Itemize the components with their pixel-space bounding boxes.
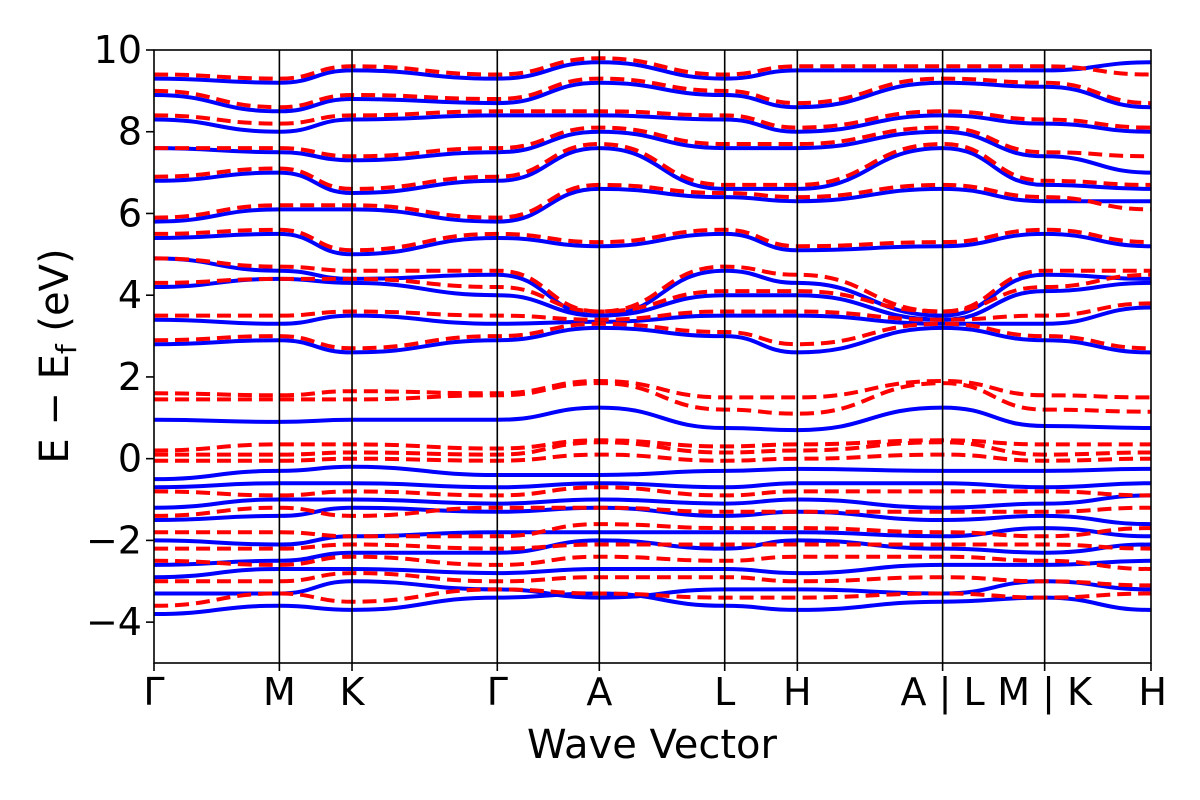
x-tick-label: A <box>586 670 612 714</box>
band-line-solid <box>154 591 1151 616</box>
band-line-dashed <box>154 571 1151 588</box>
band-line-dashed <box>154 182 1151 220</box>
band-line-dashed <box>154 438 1151 453</box>
band-line-dashed <box>154 301 1151 322</box>
y-axis-title: E − Ef (eV) <box>32 248 83 463</box>
y-tick-label: 8 <box>118 110 142 154</box>
band-line-solid <box>154 579 1151 600</box>
band-line-solid <box>154 558 1151 580</box>
band-line-dashed <box>154 321 1151 351</box>
band-line-dashed <box>154 142 1151 191</box>
x-tick-label: Γ <box>487 670 508 714</box>
band-line-dashed <box>154 56 1151 81</box>
band-line-solid <box>154 325 1151 355</box>
y-axis-title-sub: f <box>50 343 83 354</box>
y-tick-label: 10 <box>94 28 142 72</box>
x-tick-label: K <box>340 670 366 714</box>
band-line-dashed <box>154 542 1151 551</box>
band-line-solid <box>154 256 1151 318</box>
x-tick-label: A | L <box>901 670 985 715</box>
band-line-solid <box>154 305 1151 326</box>
band-line-dashed <box>154 587 1151 608</box>
y-tick-label: 2 <box>118 355 142 399</box>
x-tick-label: H <box>1138 670 1167 714</box>
band-line-dashed <box>154 227 1151 253</box>
band-line-dashed <box>154 554 1151 571</box>
band-line-dashed <box>154 452 1151 463</box>
band-line-solid <box>154 186 1151 224</box>
plot-frame <box>153 49 1152 664</box>
band-line-dashed <box>154 440 1151 457</box>
x-tick-label: Γ <box>143 670 164 714</box>
symmetry-lines <box>278 50 1046 663</box>
band-line-dashed <box>154 125 1151 159</box>
x-tick-label: L <box>714 670 735 714</box>
band-line-solid <box>154 276 1151 322</box>
bands-layer <box>154 56 1151 616</box>
y-tick-label: −2 <box>86 518 142 562</box>
band-line-dashed <box>154 485 1151 498</box>
band-line-solid <box>154 464 1151 482</box>
band-line-dashed <box>154 505 1151 518</box>
band-line-solid <box>154 481 1151 490</box>
y-axis-ticks: −4 −2 0 2 4 6 8 10 <box>86 28 154 644</box>
band-line-dashed <box>154 109 1151 130</box>
x-tick-label: M | K <box>997 670 1093 715</box>
band-line-solid <box>154 60 1151 85</box>
y-axis-title-unit: (eV) <box>32 248 78 344</box>
y-tick-label: −4 <box>86 600 142 644</box>
band-line-solid <box>154 80 1151 114</box>
band-line-solid <box>154 493 1151 510</box>
band-line-solid <box>154 146 1151 195</box>
band-line-solid <box>154 113 1151 134</box>
band-line-solid <box>154 405 1151 433</box>
band-line-dashed <box>154 381 1151 416</box>
x-tick-label: H <box>783 670 812 714</box>
band-line-solid <box>154 129 1151 175</box>
band-line-dashed <box>154 76 1151 110</box>
band-line-dashed <box>154 379 1151 400</box>
band-line-dashed <box>154 256 1151 314</box>
y-axis-title-main: E − E <box>32 354 78 464</box>
band-line-dashed <box>154 272 1151 314</box>
band-line-solid <box>154 526 1151 547</box>
y-tick-label: 4 <box>118 273 142 317</box>
x-tick-label: M <box>263 670 296 714</box>
y-tick-label: 0 <box>118 437 142 481</box>
band-line-dashed <box>154 522 1151 539</box>
band-line-solid <box>154 231 1151 257</box>
x-axis-title: Wave Vector <box>527 722 778 768</box>
y-tick-label: 6 <box>118 191 142 235</box>
